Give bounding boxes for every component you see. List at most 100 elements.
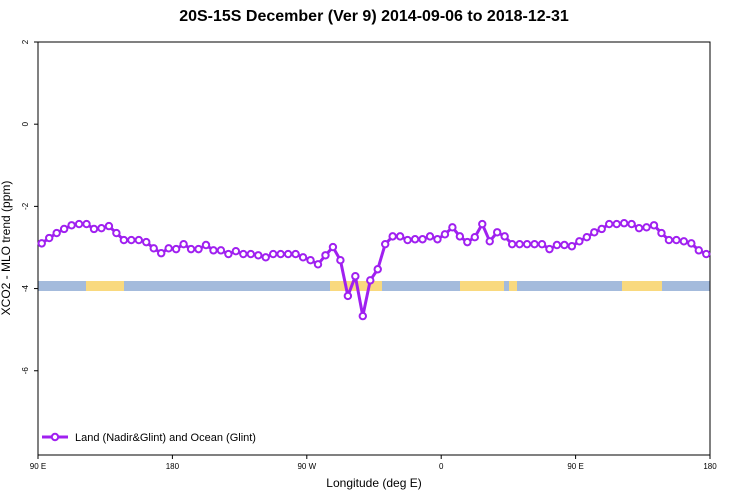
data-point (321, 251, 330, 260)
data-point (306, 256, 315, 265)
y-tick-label: 2 (21, 39, 30, 44)
data-point (463, 237, 472, 247)
data-point (590, 228, 599, 237)
x-tick-label: 0 (439, 462, 444, 471)
data-point (37, 239, 46, 248)
data-point (157, 249, 166, 258)
data-point (328, 242, 338, 252)
y-tick-label: -6 (21, 367, 30, 375)
data-point (507, 239, 517, 249)
data-point (97, 223, 106, 233)
data-point (642, 223, 651, 232)
data-point (597, 224, 606, 234)
data-point (216, 246, 226, 255)
plot-frame (37, 41, 711, 456)
data-point (59, 224, 69, 234)
data-point (694, 246, 703, 255)
data-point (283, 249, 293, 259)
data-point (104, 221, 114, 231)
data-point (418, 235, 427, 244)
data-point (530, 239, 539, 249)
data-point (672, 235, 681, 245)
data-point (261, 253, 270, 262)
data-point (82, 219, 91, 229)
data-point (179, 239, 188, 249)
x-tick-label: 180 (703, 462, 717, 471)
data-point (373, 265, 382, 274)
data-point (552, 240, 562, 250)
data-point (537, 239, 547, 249)
data-point (403, 235, 412, 245)
x-tick-label: 180 (166, 462, 180, 471)
x-tick-label: 90 E (567, 462, 583, 471)
y-tick-label: -2 (21, 202, 30, 210)
y-axis-label: XCO2 - MLO trend (ppm) (0, 181, 13, 316)
data-point (276, 249, 285, 259)
data-point (246, 249, 256, 259)
data-point (627, 219, 636, 229)
data-point (649, 221, 659, 230)
data-point (224, 249, 233, 259)
data-point (425, 232, 435, 241)
data-point (358, 311, 367, 321)
data-point (395, 232, 405, 241)
data-point (127, 235, 136, 245)
data-point (112, 228, 121, 238)
data-point (500, 232, 509, 241)
data-point (478, 219, 487, 229)
data-point (605, 219, 614, 229)
data-point (567, 242, 577, 251)
data-point (440, 230, 450, 239)
data-point (560, 240, 569, 250)
data-point (388, 232, 397, 241)
data-point (89, 224, 99, 234)
land-band (460, 281, 504, 291)
data-point (575, 237, 584, 246)
chart-title: 20S-15S December (Ver 9) 2014-09-06 to 2… (179, 8, 569, 25)
data-point (254, 251, 263, 260)
data-point (67, 221, 76, 230)
data-point (381, 239, 390, 249)
data-point (119, 235, 129, 245)
data-point (366, 276, 375, 285)
surface-band (38, 281, 710, 291)
data-point (515, 239, 524, 249)
data-point (470, 232, 479, 242)
data-point (448, 223, 457, 232)
legend-marker (50, 432, 60, 442)
data-point (351, 272, 360, 281)
data-point (45, 233, 54, 243)
data-point (231, 246, 241, 256)
data-point (142, 237, 151, 247)
data-point (186, 244, 196, 254)
data-point (164, 244, 173, 253)
data-point (194, 244, 203, 254)
data-point (171, 244, 181, 254)
data-point (522, 239, 532, 249)
data-point (664, 235, 674, 245)
y-tick-label: -4 (21, 284, 30, 292)
data-point (455, 232, 465, 241)
data-point (612, 219, 621, 229)
land-band (622, 281, 662, 291)
data-point (291, 249, 300, 259)
data-point (52, 228, 61, 238)
data-point (687, 239, 696, 248)
data-point (582, 232, 591, 242)
data-point (269, 249, 278, 259)
data-point (657, 228, 666, 238)
x-tick-label: 90 W (297, 462, 316, 471)
data-point (545, 244, 554, 254)
x-axis-label: Longitude (deg E) (326, 476, 421, 490)
data-point (74, 219, 84, 229)
data-point (201, 240, 211, 250)
data-point (134, 235, 144, 245)
data-point (298, 253, 308, 262)
data-point (702, 249, 711, 259)
data-point (209, 246, 218, 255)
x-tick-label: 90 E (30, 462, 46, 471)
data-point (634, 223, 644, 233)
land-band (86, 281, 124, 291)
data-point (313, 260, 323, 269)
